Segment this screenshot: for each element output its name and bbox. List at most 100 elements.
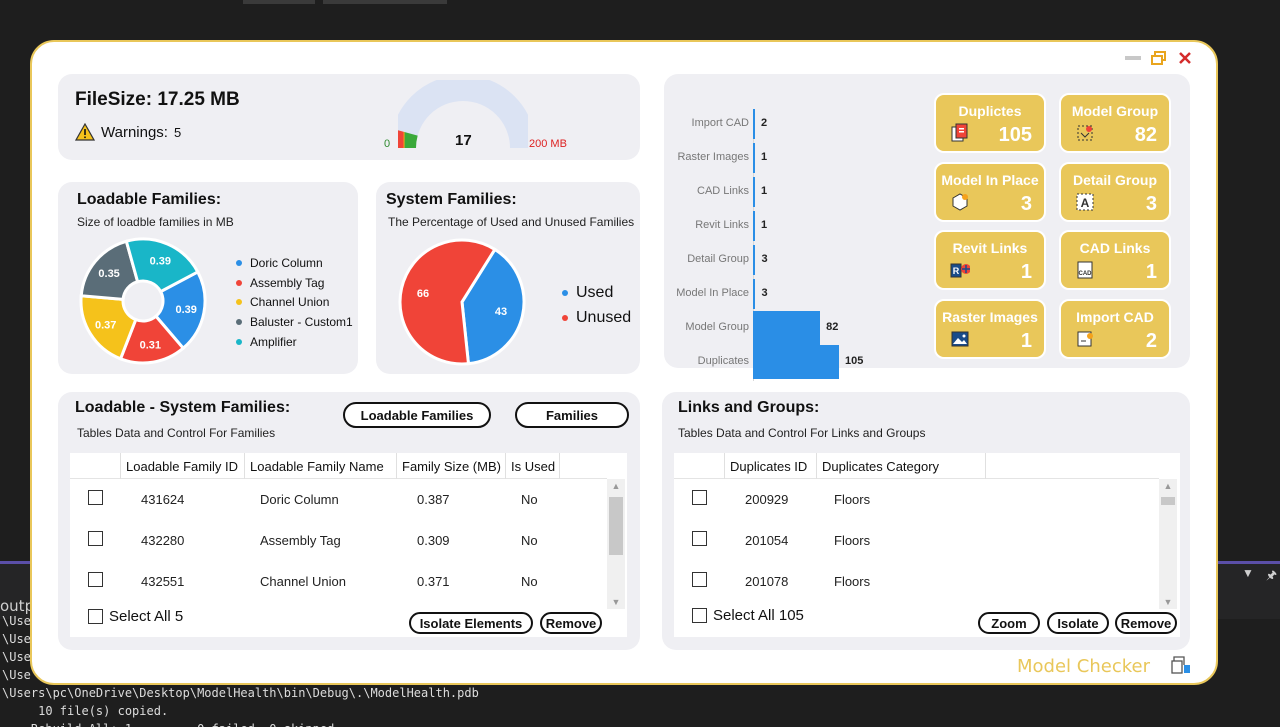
warnings-count: 5 [173, 124, 182, 140]
svg-text:R: R [953, 266, 960, 276]
row-checkbox-cell [674, 531, 725, 549]
scroll-down-icon[interactable]: ▼ [611, 597, 621, 607]
legend-label: Assembly Tag [250, 275, 325, 290]
links-groups-panel: Links and Groups: Tables Data and Contro… [662, 392, 1190, 650]
ide-tab[interactable] [243, 0, 315, 4]
pie-slice [79, 239, 140, 301]
minimize-icon[interactable] [1124, 50, 1142, 66]
scroll-thumb[interactable] [609, 497, 623, 555]
table-cell: 432551 [141, 573, 185, 589]
column-header[interactable]: Family Size (MB) [397, 453, 506, 479]
table-cell: No [521, 532, 538, 548]
select-all-families[interactable]: Select All 5 [88, 608, 183, 625]
summary-card[interactable]: Detail Group A 3 [1059, 161, 1171, 222]
row-checkbox[interactable] [88, 490, 103, 505]
legend-label: Channel Union [250, 295, 330, 310]
loadable-families-button[interactable]: Loadable Families [343, 402, 491, 428]
zoom-button[interactable]: Zoom [978, 612, 1040, 634]
table-row[interactable]: 201054 Floors [674, 520, 1159, 560]
bar-value-label: 1 [761, 219, 768, 231]
table-cell: 200929 [745, 491, 789, 507]
table-row[interactable]: 432280 Assembly Tag 0.309 No [70, 520, 607, 560]
select-all-checkbox[interactable] [692, 608, 707, 623]
table-row[interactable]: 432551 Channel Union 0.371 No [70, 561, 607, 601]
pie-slice-label: 0.39 [176, 304, 197, 316]
summary-card[interactable]: Duplictes 105 [934, 93, 1046, 153]
table-cell: 432280 [141, 532, 185, 548]
summary-card-value: 82 [1134, 124, 1157, 146]
table-row[interactable]: 201078 Floors [674, 561, 1159, 601]
families-table-subtitle: Tables Data and Control For Families [77, 426, 276, 440]
window-controls [1124, 50, 1194, 66]
select-all-links[interactable]: Select All 105 [692, 607, 804, 624]
loadable-families-title: Loadable Families: [77, 191, 222, 208]
pie-slice [124, 237, 200, 294]
table-cell: Floors [834, 491, 871, 507]
table-row[interactable]: 200929 Floors [674, 479, 1159, 519]
table-cell: 0.309 [417, 532, 450, 548]
close-icon[interactable] [1176, 50, 1194, 66]
bar-value-label: 2 [761, 117, 768, 129]
row-checkbox[interactable] [692, 572, 707, 587]
summary-card[interactable]: Model In Place 3 [934, 161, 1046, 222]
ide-pin-icon[interactable]: 🖈 [1266, 568, 1278, 582]
gauge-value: 17 [455, 132, 472, 149]
checkbox-column-header [70, 453, 121, 479]
summary-card-title: Duplictes [958, 103, 1022, 119]
summary-card[interactable]: Raster Images 1 [934, 298, 1046, 359]
links-table-scrollbar[interactable]: ▲ ▼ [1159, 479, 1177, 609]
table-cell: No [521, 573, 538, 589]
bar-category-label: Raster Images [677, 151, 749, 163]
column-header[interactable]: Duplicates ID [725, 453, 817, 479]
scroll-down-icon[interactable]: ▼ [1163, 597, 1173, 607]
summary-card[interactable]: CAD Links CAD 1 [1059, 230, 1171, 290]
table-cell: Assembly Tag [260, 532, 341, 548]
scroll-up-icon[interactable]: ▲ [611, 481, 621, 491]
statistics-panel: Import CAD 2 Raster Images 1 CAD Links 1 Revit… [664, 74, 1190, 381]
families-table-header: Loadable Family ID Loadable Family Name … [70, 453, 607, 479]
scroll-up-icon[interactable]: ▲ [1163, 481, 1173, 491]
ide-tab-strip [0, 0, 1280, 4]
families-button[interactable]: Families [515, 402, 629, 428]
summary-card[interactable]: Import CAD 2 [1059, 298, 1171, 359]
summary-card[interactable]: Model Group 82 [1059, 93, 1171, 153]
row-checkbox[interactable] [88, 572, 103, 587]
row-checkbox[interactable] [692, 490, 707, 505]
empty-column-header [986, 453, 1159, 479]
raster-images-icon [951, 331, 969, 346]
column-header[interactable]: Is Used [506, 453, 560, 479]
column-header[interactable]: Duplicates Category [817, 453, 986, 479]
summary-card[interactable]: Revit Links R 1 [934, 230, 1046, 290]
select-all-checkbox[interactable] [88, 609, 103, 624]
remove-families-button[interactable]: Remove [540, 612, 602, 634]
families-table: Loadable Family ID Loadable Family Name … [70, 453, 627, 637]
legend-item: Unused [562, 305, 631, 330]
filesize-gauge [398, 80, 528, 149]
ide-dropdown-icon[interactable]: ▼ [1242, 566, 1254, 580]
column-header[interactable]: Loadable Family Name [245, 453, 397, 479]
isolate-elements-button[interactable]: Isolate Elements [409, 612, 533, 634]
row-checkbox-cell [674, 490, 725, 508]
table-row[interactable]: 431624 Doric Column 0.387 No [70, 479, 607, 519]
table-cell: Channel Union [260, 573, 347, 589]
legend-dot [562, 289, 568, 296]
pie-slice-label: 0.31 [140, 339, 161, 351]
ide-log-line: 10 file(s) copied. [2, 704, 169, 718]
row-checkbox[interactable] [692, 531, 707, 546]
summary-card-title: Revit Links [952, 240, 1028, 256]
empty-column-header [560, 453, 607, 479]
scroll-thumb[interactable] [1161, 497, 1175, 505]
bar-category-label: Model Group [685, 321, 749, 333]
row-checkbox-cell [70, 490, 121, 508]
families-table-scrollbar[interactable]: ▲ ▼ [607, 479, 625, 609]
restore-icon[interactable] [1150, 50, 1168, 66]
row-checkbox[interactable] [88, 531, 103, 546]
pie-slice-label: 0.35 [98, 268, 119, 280]
table-cell: 0.371 [417, 573, 450, 589]
column-header[interactable]: Loadable Family ID [121, 453, 245, 479]
isolate-button[interactable]: Isolate [1047, 612, 1109, 634]
revit-links-icon: R [950, 263, 970, 278]
ide-tab[interactable] [323, 0, 447, 4]
table-cell: Doric Column [260, 491, 339, 507]
remove-links-button[interactable]: Remove [1115, 612, 1177, 634]
